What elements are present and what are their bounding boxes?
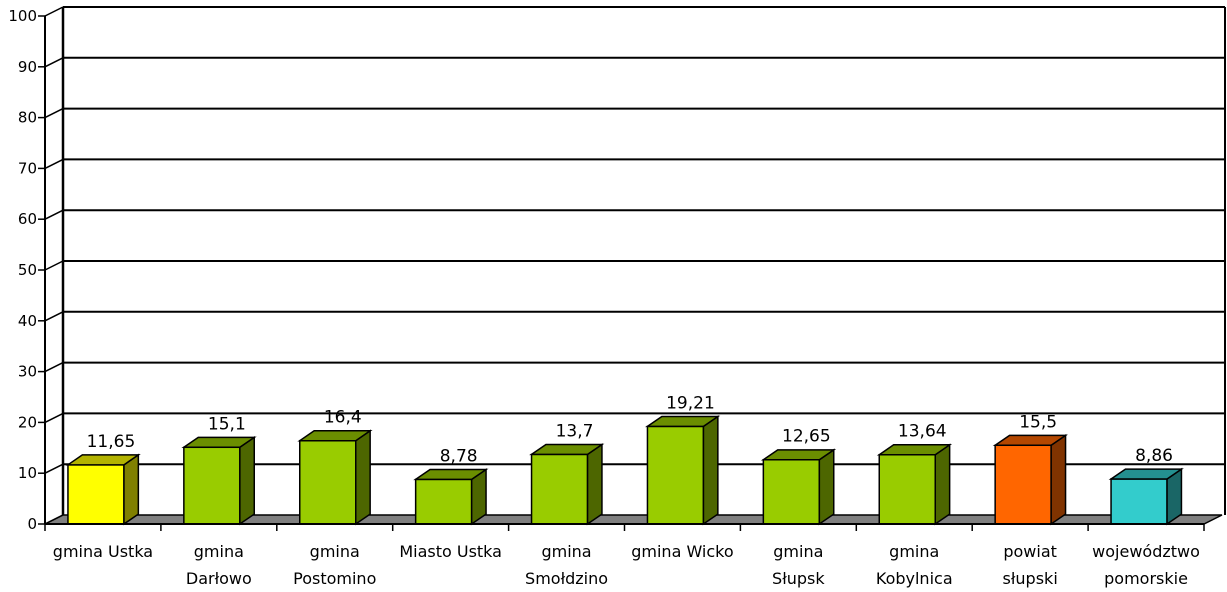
y-tick-diagonal [44,158,64,170]
bar-top [760,449,837,461]
data-label: 13,7 [556,421,594,441]
x-tick-label: Kobylnica [876,569,953,588]
data-label: 8,78 [440,446,478,466]
y-tick-diagonal [44,260,64,271]
y-tick-label: 20 [18,413,37,431]
y-tick-diagonal [44,361,64,373]
x-tick-label: słupski [1003,569,1058,588]
bar-side [702,415,719,526]
x-tick-label: pomorskie [1104,569,1188,588]
data-labels: 11,65 15,1 16,4 8,78 13,7 19,21 12,65 13,64 15,5… [87,393,1173,466]
y-tick-diagonal [44,514,64,525]
x-tick-label: gmina [889,542,939,561]
y-tick-label: 0 [27,515,37,533]
bar-top [876,444,953,456]
x-tick-label: gmina [194,542,244,561]
y-tick-diagonal [44,412,64,424]
y-tick-diagonal [44,107,64,119]
x-tick-label: Darłowo [186,569,252,588]
data-label: 15,5 [1019,412,1057,432]
y-tick-diagonal [44,209,64,220]
bar-top [413,468,489,481]
data-label: 11,65 [87,432,136,452]
x-tick-label: gmina [541,542,591,561]
bar-top [529,443,605,456]
data-label: 12,65 [782,427,831,447]
y-tick-label: 10 [18,464,37,482]
bar [646,425,705,525]
bar-top [1108,468,1184,480]
bar [994,444,1052,525]
bar [762,458,821,525]
bar-side [355,429,371,526]
x-tick-label: gmina Ustka [53,542,153,561]
bar-top [65,454,141,466]
x-tick-label: województwo [1092,542,1200,561]
bar-side [934,443,951,526]
bar-top [992,434,1068,447]
data-label: 8,86 [1135,446,1173,466]
y-tick-label: 100 [8,7,37,25]
bar-side [1050,433,1067,526]
y-tick-label: 70 [18,159,37,177]
x-tick-label: Słupsk [772,569,825,588]
bar [878,453,936,525]
data-label: 19,21 [666,393,715,413]
x-tick-label: gmina [773,542,823,561]
bar-side [818,448,835,526]
bar-top [645,415,721,428]
y-tick-label: 40 [18,312,37,330]
data-label: 13,64 [898,422,947,442]
bar [67,464,125,525]
bar-side [123,453,140,526]
bar [299,439,357,525]
y-tick-label: 80 [18,109,37,127]
y-tick-label: 90 [18,58,37,76]
bar-side [239,435,255,526]
data-label: 15,1 [208,414,246,434]
y-tick-diagonal [44,57,64,68]
bar-top [297,430,373,442]
x-tick-label: Smołdzino [525,569,608,588]
gridlines [61,6,1226,515]
data-label: 16,4 [324,408,362,428]
x-tick-label: gmina [310,542,360,561]
x-tick-label: Miasto Ustka [399,542,502,561]
y-tick-label: 60 [18,210,37,228]
y-tick-label: 50 [18,261,37,279]
bars [65,415,1184,526]
x-tick-label: powiat [1003,542,1057,561]
x-tick-label: Postomino [293,569,376,588]
bar [530,453,589,525]
x-tick-label: gmina Wicko [631,542,733,561]
bar [183,446,241,525]
bar-top [181,436,257,449]
y-axis: 0 10 20 30 40 50 60 70 80 90 100 [8,6,64,533]
bar-side [586,443,603,526]
y-tick-diagonal [44,463,64,474]
y-tick-diagonal [44,6,64,17]
y-tick-diagonal [44,311,64,322]
bar [1110,478,1168,525]
x-axis: gmina Ustka gmina Darłowo gmina Postomino Mia… [44,523,1205,588]
y-tick-label: 30 [18,363,37,381]
bar [414,478,473,525]
